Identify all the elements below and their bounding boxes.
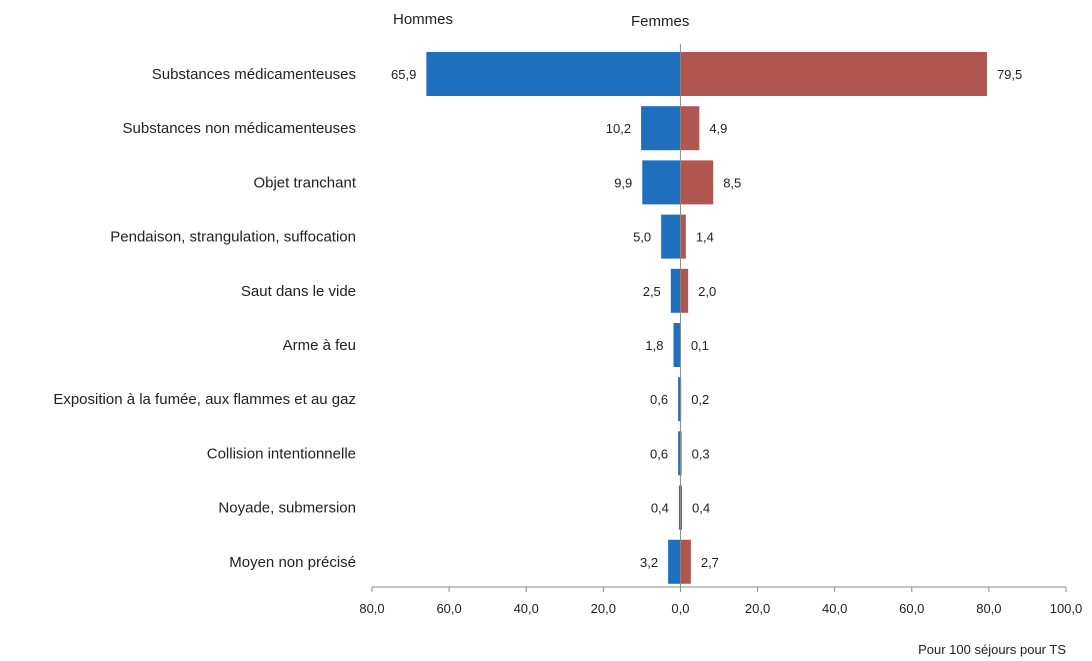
bar-hommes — [678, 485, 681, 530]
bar-femmes — [680, 106, 700, 151]
value-labels: 65,9 79,5 10,2 4,9 9,9 8,5 5,0 1,4 2,5 2,0 1,8 0,1 0… — [391, 67, 1022, 570]
value-label-hommes: 9,9 — [614, 175, 632, 190]
value-label-femmes: 4,9 — [709, 121, 727, 136]
bar-hommes — [673, 323, 681, 367]
bar-femmes — [680, 431, 682, 476]
x-tick-label: 40,0 — [822, 601, 847, 616]
x-tick-label: 20,0 — [591, 601, 616, 616]
value-label-femmes: 1,4 — [696, 230, 714, 245]
value-label-hommes: 2,5 — [643, 284, 661, 299]
x-tick-label: 20,0 — [745, 601, 770, 616]
value-label-hommes: 10,2 — [606, 121, 631, 136]
category-label: Objet tranchant — [253, 174, 356, 191]
value-label-hommes: 0,6 — [650, 392, 668, 407]
x-tick-label: 60,0 — [436, 601, 461, 616]
legend-femmes: Femmes — [631, 13, 689, 30]
value-label-femmes: 0,1 — [691, 338, 709, 353]
value-label-femmes: 8,5 — [723, 175, 741, 190]
bar-hommes — [678, 377, 681, 422]
x-tick-label: 80,0 — [359, 601, 384, 616]
value-label-femmes: 0,3 — [692, 446, 710, 461]
category-label: Noyade, submersion — [218, 500, 356, 517]
bar-hommes — [668, 539, 681, 584]
x-axis: 80,0 60,0 40,0 20,0 0,0 20,0 40,0 60,0 80,0 100,0 — [359, 44, 1082, 616]
category-label: Substances médicamenteuses — [152, 66, 356, 83]
category-label: Exposition à la fumée, aux flammes et au… — [53, 391, 356, 408]
bar-hommes — [661, 214, 681, 259]
value-label-hommes: 65,9 — [391, 67, 416, 82]
x-tick-label: 40,0 — [514, 601, 539, 616]
x-tick-label: 60,0 — [899, 601, 924, 616]
bar-hommes — [642, 160, 681, 205]
value-label-femmes: 79,5 — [997, 67, 1022, 82]
category-label: Pendaison, strangulation, suffocation — [110, 229, 356, 246]
category-label: Moyen non précisé — [229, 554, 356, 571]
x-axis-title: Pour 100 séjours pour TS — [918, 642, 1066, 657]
value-label-hommes: 5,0 — [633, 230, 651, 245]
value-label-hommes: 1,8 — [645, 338, 663, 353]
legend-hommes: Hommes — [393, 11, 453, 28]
x-tick-label: 0,0 — [671, 601, 689, 616]
legend: Hommes Femmes — [393, 11, 689, 30]
value-label-hommes: 0,4 — [651, 501, 669, 516]
category-label: Arme à feu — [283, 337, 356, 354]
bar-femmes — [680, 214, 686, 259]
value-label-hommes: 3,2 — [640, 555, 658, 570]
category-label: Saut dans le vide — [241, 283, 356, 300]
bar-femmes — [680, 160, 714, 205]
value-label-hommes: 0,6 — [650, 446, 668, 461]
category-label: Substances non médicamenteuses — [123, 120, 356, 137]
x-tick-label: 80,0 — [976, 601, 1001, 616]
value-label-femmes: 2,7 — [701, 555, 719, 570]
bar-hommes — [426, 52, 681, 96]
value-label-femmes: 0,2 — [691, 392, 709, 407]
x-tick-label: 100,0 — [1050, 601, 1083, 616]
bars — [426, 52, 987, 584]
category-label: Collision intentionnelle — [207, 445, 356, 462]
bar-femmes — [680, 52, 987, 96]
bar-hommes — [678, 431, 681, 476]
bar-femmes — [680, 485, 682, 530]
bar-femmes — [680, 539, 691, 584]
bar-hommes — [641, 106, 681, 151]
category-labels: Substances médicamenteuses Substances non… — [53, 66, 357, 571]
value-label-femmes: 2,0 — [698, 284, 716, 299]
bar-femmes — [680, 268, 689, 313]
value-label-femmes: 0,4 — [692, 501, 710, 516]
bar-hommes — [670, 268, 681, 313]
